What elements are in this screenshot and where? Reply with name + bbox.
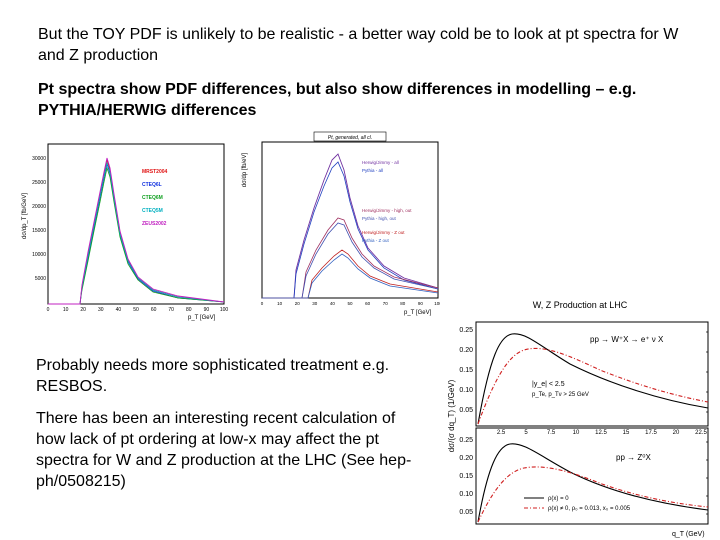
fig3-cut-label: |y_e| < 2.5: [532, 381, 565, 388]
fig3-upper-ytick: 0.20: [459, 347, 473, 354]
fig1-xtick: 70: [168, 307, 174, 313]
fig3-lower-process: pp → Z⁰X: [616, 453, 651, 462]
fig3-upper-xtick: 2.5: [497, 430, 506, 436]
fig2-xtick: 70: [383, 301, 389, 306]
fig3-cut-label2: p_Te, p_Tν > 25 GeV: [532, 392, 589, 398]
fig3-upper-xtick: 10: [573, 430, 580, 436]
fig1-legend-item: CTEQ6L: [142, 182, 162, 188]
fig3-upper-process: pp → W⁺X → e⁺ ν X: [590, 335, 664, 344]
fig3-lower-ytick: 0.15: [459, 473, 473, 480]
fig1-xtick: 40: [116, 307, 122, 313]
figure-pdf-spectra: dσ/dp_T [fb/GeV] 30000 25000 20000 15000…: [18, 136, 230, 321]
fig2-xtick: 30: [312, 301, 318, 306]
fig3-upper-ytick: 0.15: [459, 367, 473, 374]
fig2-xtick: 80: [400, 301, 406, 306]
figure-generator-spectra: Pt, generated, all cl. dσ/dp [fb/eV] 0 1…: [234, 130, 444, 322]
fig1-legend-item: ZEUS2002: [142, 221, 167, 227]
fig2-legend-item: Herwig/Jimmy - high, out: [362, 208, 412, 213]
fig1-xtick: 80: [186, 307, 192, 313]
fig3-lower-ytick: 0.25: [459, 437, 473, 444]
fig1-xtick: 0: [47, 307, 50, 313]
fig1-ytick: 10000: [32, 252, 46, 258]
fig1-xtick: 50: [133, 307, 139, 313]
fig1-legend-item: MRST2004: [142, 169, 168, 175]
fig2-xtick: 50: [347, 301, 353, 306]
fig1-ytick: 15000: [32, 228, 46, 234]
fig2-curve-mid: [262, 217, 439, 299]
paragraph-pt-spectra: Pt spectra show PDF differences, but als…: [38, 81, 637, 119]
fig3-upper-xtick: 22.5: [695, 430, 707, 436]
fig1-xtick: 90: [204, 307, 210, 313]
fig2-xtick: 20: [295, 301, 301, 306]
fig2-xtick: 40: [330, 301, 336, 306]
fig1-ytick: 30000: [32, 156, 46, 162]
fig3-upper-xtick: 5: [524, 430, 528, 436]
fig1-xtick: 30: [98, 307, 104, 313]
fig2-title: Pt, generated, all cl.: [328, 135, 372, 141]
note-pt-ordering: There has been an interesting recent cal…: [36, 410, 412, 490]
fig2-xlabel: p_T [GeV]: [404, 310, 432, 316]
fig3-upper-xtick: 15: [623, 430, 630, 436]
fig1-curve-cyan: [48, 161, 225, 305]
fig2-legend-item: Pythia - high, out: [362, 216, 397, 221]
fig3-upper-xtick: 7.5: [547, 430, 556, 436]
fig2-legend-item: Pythia - Z out: [362, 238, 390, 243]
fig2-curve-low: [262, 249, 439, 299]
fig3-lower-ytick: 0.20: [459, 455, 473, 462]
note-resbos: Probably needs more sophisticated treatm…: [36, 357, 390, 395]
fig3-legend-solid: ρ(x) = 0: [548, 496, 569, 502]
notes-box: Probably needs more sophisticated treatm…: [36, 355, 416, 515]
fig2-xtick: 90: [418, 301, 424, 306]
fig3-ylabel: dσ/(σ dq_T) (1/GeV): [447, 379, 456, 452]
fig2-legend-item: Herwig/Jimmy - all: [362, 160, 399, 165]
fig1-ytick: 25000: [32, 180, 46, 186]
fig1-xtick: 20: [80, 307, 86, 313]
fig1-ylabel: dσ/dp_T [fb/GeV]: [22, 193, 28, 239]
fig2-curve-low-pythia: [262, 253, 439, 299]
fig2-xtick: 60: [365, 301, 371, 306]
figure-wz-production-lhc: W, Z Production at LHC dσ/(σ dq_T) (1/Ge…: [440, 296, 720, 540]
fig3-upper-xtick: 17.5: [645, 430, 657, 436]
fig3-legend-dashed: ρ(x) ≠ 0, ρ₀ = 0.013, x₀ = 0.005: [548, 506, 631, 512]
fig1-curve-magenta: [48, 157, 225, 305]
fig3-lower-curve-dashed: [477, 466, 709, 523]
fig3-title: W, Z Production at LHC: [533, 300, 628, 310]
fig1-xlabel: p_T [GeV]: [188, 315, 216, 321]
fig3-upper-xtick: 20: [673, 430, 680, 436]
fig2-curve-all: [262, 153, 439, 299]
fig3-upper-ytick: 0.10: [459, 387, 473, 394]
fig2-legend-item: Herwig/Jimmy - Z out: [362, 230, 405, 235]
fig3-lower-curve-solid: [477, 443, 709, 523]
fig1-xtick: 60: [151, 307, 157, 313]
fig1-legend-item: CTEQ6M: [142, 195, 163, 201]
fig3-upper-ytick: 0.05: [459, 407, 473, 414]
paragraph-toy-pdf: But the TOY PDF is unlikely to be realis…: [38, 26, 679, 64]
fig2-legend-item: Pythia - all: [362, 168, 383, 173]
fig3-upper-curve-solid: [477, 333, 709, 425]
fig2-xtick: 0: [261, 301, 264, 306]
fig1-xtick: 100: [220, 307, 229, 313]
fig1-ytick: 20000: [32, 204, 46, 210]
fig3-upper-curve-dashed: [477, 347, 709, 425]
fig3-xlabel: q_T (GeV): [672, 531, 705, 538]
fig2-curve-mid-pythia: [262, 222, 439, 299]
fig3-upper-xtick: 12.5: [595, 430, 607, 436]
fig2-xtick: 10: [277, 301, 283, 306]
fig1-curve-green: [48, 166, 225, 305]
fig2-xtick: 100: [434, 301, 442, 306]
fig2-ylabel: dσ/dp [fb/eV]: [242, 152, 248, 187]
fig1-ytick: 5000: [35, 276, 46, 282]
fig1-xtick: 10: [63, 307, 69, 313]
fig1-legend-item: CTEQ5M: [142, 208, 163, 214]
fig3-upper-ytick: 0.25: [459, 327, 473, 334]
fig3-lower-ytick: 0.05: [459, 509, 473, 516]
fig2-curve-all-pythia: [262, 161, 439, 299]
fig3-lower-ytick: 0.10: [459, 491, 473, 498]
